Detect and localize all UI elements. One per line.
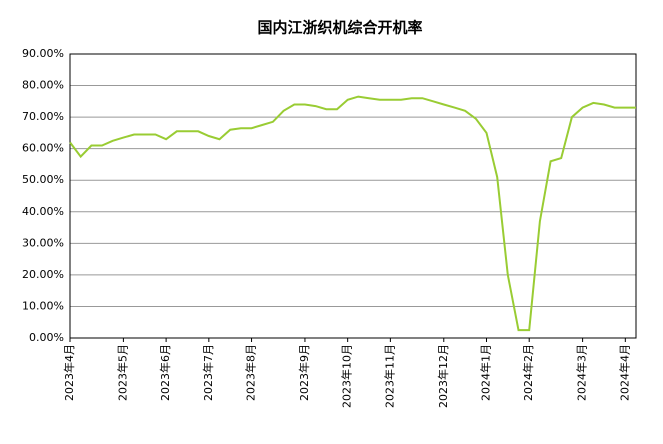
- y-tick-label: 80.00%: [22, 79, 64, 92]
- x-tick-label: 2023年6月: [158, 344, 172, 401]
- x-tick-label: 2023年8月: [244, 344, 258, 401]
- y-tick-label: 0.00%: [29, 331, 64, 344]
- x-tick-label: 2023年9月: [297, 344, 311, 401]
- y-tick-label: 10.00%: [22, 299, 64, 312]
- y-tick-label: 90.00%: [22, 47, 64, 60]
- y-tick-label: 20.00%: [22, 268, 64, 281]
- x-tick-label: 2023年10月: [340, 344, 354, 408]
- y-tick-label: 40.00%: [22, 205, 64, 218]
- x-tick-label: 2023年4月: [62, 344, 76, 401]
- y-tick-label: 50.00%: [22, 173, 64, 186]
- x-tick-label: 2024年2月: [521, 344, 535, 401]
- y-tick-label: 60.00%: [22, 142, 64, 155]
- x-tick-label: 2024年1月: [478, 344, 492, 401]
- x-tick-label: 2024年3月: [575, 344, 589, 401]
- x-tick-label: 2023年5月: [115, 344, 129, 401]
- x-tick-label: 2023年11月: [382, 344, 396, 408]
- x-tick-label: 2023年7月: [201, 344, 215, 401]
- chart-title: 国内江浙织机综合开机率: [257, 19, 422, 37]
- plot-frame: [69, 53, 637, 339]
- y-tick-label: 30.00%: [22, 236, 64, 249]
- y-tick-label: 70.00%: [22, 110, 64, 123]
- x-tick-label: 2024年4月: [617, 344, 631, 401]
- x-tick-label: 2023年12月: [436, 344, 450, 408]
- series-line: [69, 95, 636, 332]
